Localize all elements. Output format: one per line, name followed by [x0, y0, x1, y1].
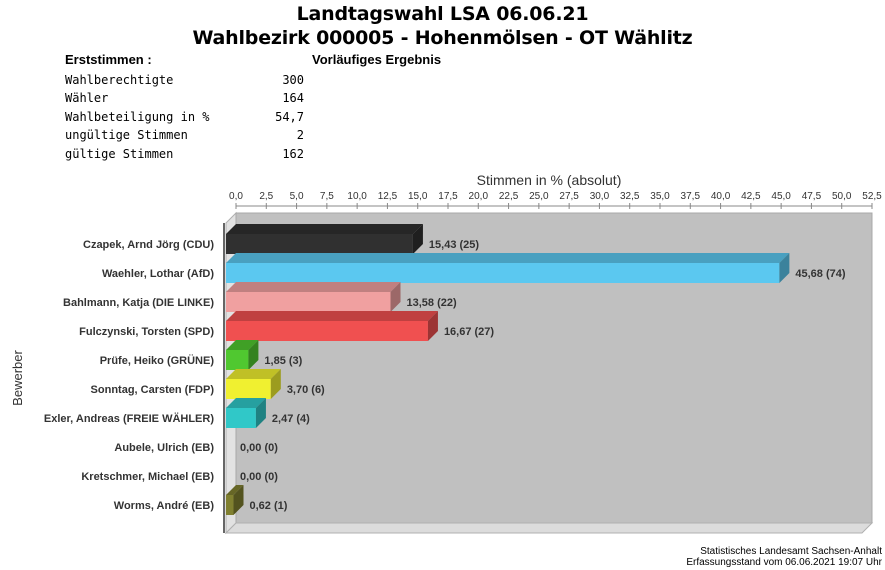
data-label: 0,00 (0)	[240, 442, 278, 454]
footer-source: Statistisches Landesamt Sachsen-Anhalt	[700, 546, 882, 557]
x-tick-label: 10,0	[347, 191, 367, 202]
data-label: 13,58 (22)	[407, 297, 457, 309]
bar	[226, 408, 256, 428]
category-label: Bahlmann, Katja (DIE LINKE)	[63, 297, 214, 309]
x-tick-label: 17,5	[438, 191, 458, 202]
bar-side	[412, 224, 423, 254]
summary-value: 162	[282, 147, 304, 161]
bar	[226, 292, 391, 312]
footer-timestamp: Erfassungsstand vom 06.06.2021 19:07 Uhr	[686, 557, 882, 568]
data-label: 15,43 (25)	[429, 239, 479, 251]
bar-top	[226, 485, 244, 495]
bar-side	[270, 369, 281, 399]
summary-label: gültige Stimmen	[65, 147, 174, 161]
category-label: Prüfe, Heiko (GRÜNE)	[100, 354, 215, 367]
summary-label: ungültige Stimmen	[65, 128, 188, 142]
x-tick-label: 35,0	[650, 191, 670, 202]
category-label: Fulczynski, Torsten (SPD)	[79, 326, 214, 338]
bar-side	[248, 340, 259, 370]
summary-value: 2	[296, 128, 304, 142]
y-axis-title: Bewerber	[10, 350, 25, 406]
data-label: 2,47 (4)	[272, 413, 310, 425]
category-label: Aubele, Ulrich (EB)	[114, 442, 214, 454]
x-tick-label: 25,0	[529, 191, 549, 202]
x-tick-label: 15,0	[408, 191, 428, 202]
x-axis-title: Stimmen in % (absolut)	[477, 172, 622, 188]
category-label: Kretschmer, Michael (EB)	[81, 471, 214, 483]
x-tick-label: 22,5	[499, 191, 519, 202]
category-label: Czapek, Arnd Jörg (CDU)	[83, 239, 214, 251]
category-label: Sonntag, Carsten (FDP)	[91, 384, 215, 396]
data-label: 0,62 (1)	[250, 500, 288, 512]
bar-top	[226, 253, 790, 263]
bar-top	[226, 369, 281, 379]
bar-side	[390, 282, 401, 312]
summary-value: 54,7	[275, 110, 304, 124]
x-tick-label: 32,5	[620, 191, 640, 202]
bar-top	[226, 282, 401, 292]
bar	[226, 234, 413, 254]
bar-side	[255, 398, 266, 428]
x-tick-label: 50,0	[832, 191, 852, 202]
category-label: Waehler, Lothar (AfD)	[102, 268, 214, 280]
bar	[226, 321, 428, 341]
x-tick-label: 47,5	[802, 191, 822, 202]
summary-value: 300	[282, 73, 304, 87]
bar	[226, 495, 234, 515]
x-tick-label: 2,5	[259, 191, 273, 202]
x-tick-label: 5,0	[290, 191, 304, 202]
summary-label: Wähler	[65, 91, 109, 105]
section-label: Erststimmen :	[65, 52, 152, 67]
data-label: 3,70 (6)	[287, 384, 325, 396]
page-title: Landtagswahl LSA 06.06.21	[296, 3, 589, 25]
bar-side	[233, 485, 244, 515]
x-tick-label: 40,0	[711, 191, 731, 202]
bar	[226, 350, 249, 370]
x-tick-label: 42,5	[741, 191, 761, 202]
x-tick-label: 27,5	[559, 191, 579, 202]
category-label: Worms, André (EB)	[114, 500, 215, 512]
bar-top	[226, 311, 438, 321]
bar-side	[427, 311, 438, 341]
plot-floor	[224, 522, 874, 534]
summary-label: Wahlbeteiligung in %	[65, 110, 210, 124]
x-tick-label: 12,5	[378, 191, 398, 202]
x-tick-label: 7,5	[320, 191, 334, 202]
x-tick-label: 37,5	[681, 191, 701, 202]
x-tick-label: 52,5	[862, 191, 882, 202]
data-label: 16,67 (27)	[444, 326, 494, 338]
data-label: 1,85 (3)	[264, 355, 302, 367]
x-tick-label: 30,0	[590, 191, 610, 202]
bar-top	[226, 224, 423, 234]
page-subtitle: Wahlbezirk 000005 - Hohenmölsen - OT Wäh…	[192, 27, 693, 49]
bar	[226, 263, 780, 283]
bar-top	[226, 398, 266, 408]
bar-top	[226, 340, 259, 350]
bar	[226, 379, 271, 399]
x-tick-label: 20,0	[469, 191, 489, 202]
bar-side	[779, 253, 790, 283]
data-label: 45,68 (74)	[795, 268, 845, 280]
x-tick-label: 0,0	[229, 191, 243, 202]
data-label: 0,00 (0)	[240, 471, 278, 483]
category-label: Exler, Andreas (FREIE WÄHLER)	[44, 412, 214, 425]
summary-value: 164	[282, 91, 304, 105]
summary-label: Wahlberechtigte	[65, 73, 174, 87]
x-tick-label: 45,0	[771, 191, 791, 202]
status-label: Vorläufiges Ergebnis	[312, 52, 442, 67]
